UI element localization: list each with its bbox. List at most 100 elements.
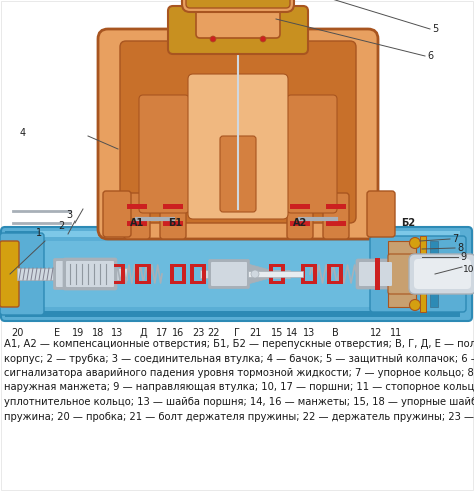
- Text: 10: 10: [463, 265, 474, 273]
- Bar: [163, 221, 183, 226]
- Bar: [202, 264, 206, 284]
- Bar: [121, 264, 125, 284]
- FancyBboxPatch shape: [56, 261, 76, 287]
- Text: уплотнительное кольцо; 13 — шайба поршня; 14, 16 — манжеты; 15, 18 — упорные шай: уплотнительное кольцо; 13 — шайба поршня…: [4, 397, 474, 407]
- Bar: [109, 264, 113, 284]
- Text: 6: 6: [427, 51, 433, 61]
- Text: 19: 19: [72, 328, 84, 338]
- Text: 20: 20: [11, 328, 23, 338]
- Text: 13: 13: [303, 328, 315, 338]
- Bar: [375, 258, 380, 290]
- Bar: [173, 12, 181, 16]
- FancyBboxPatch shape: [98, 29, 378, 239]
- Bar: [173, 26, 181, 30]
- Bar: [301, 264, 305, 284]
- Bar: [339, 264, 343, 284]
- FancyBboxPatch shape: [160, 193, 186, 239]
- Text: 8: 8: [457, 243, 463, 253]
- Bar: [5, 231, 40, 317]
- Bar: [135, 264, 139, 284]
- FancyBboxPatch shape: [359, 262, 392, 286]
- Bar: [229, 264, 245, 267]
- Text: 21: 21: [249, 328, 261, 338]
- Circle shape: [410, 238, 420, 248]
- Bar: [173, 40, 181, 44]
- Bar: [290, 204, 310, 209]
- Bar: [170, 264, 174, 284]
- Text: 13: 13: [111, 328, 123, 338]
- Bar: [281, 264, 285, 284]
- Bar: [182, 264, 186, 284]
- FancyBboxPatch shape: [0, 233, 44, 315]
- Bar: [170, 281, 186, 284]
- Bar: [173, 19, 181, 23]
- Text: сигнализатора аварийного падения уровня тормозной жидкости; 7 — упорное кольцо; : сигнализатора аварийного падения уровня …: [4, 368, 474, 378]
- Bar: [109, 281, 125, 284]
- Circle shape: [260, 36, 266, 42]
- Text: 14: 14: [286, 328, 298, 338]
- Text: 23: 23: [192, 328, 204, 338]
- Text: 17: 17: [156, 328, 168, 338]
- Text: 1: 1: [36, 228, 42, 238]
- FancyBboxPatch shape: [186, 0, 290, 8]
- Bar: [327, 281, 343, 284]
- Bar: [326, 221, 346, 226]
- FancyBboxPatch shape: [103, 191, 131, 237]
- Bar: [283, 33, 291, 37]
- Bar: [170, 264, 186, 267]
- Bar: [283, 26, 291, 30]
- Bar: [135, 281, 151, 284]
- Bar: [190, 264, 206, 267]
- FancyBboxPatch shape: [367, 191, 395, 237]
- Bar: [135, 264, 151, 267]
- FancyBboxPatch shape: [66, 261, 114, 287]
- Bar: [241, 264, 245, 284]
- Bar: [13, 231, 460, 237]
- Bar: [290, 221, 310, 226]
- Bar: [388, 241, 416, 307]
- Bar: [420, 236, 426, 312]
- Text: 7: 7: [452, 234, 458, 244]
- Bar: [301, 264, 317, 267]
- Bar: [200, 270, 290, 278]
- Bar: [109, 264, 125, 267]
- FancyBboxPatch shape: [188, 74, 288, 219]
- Bar: [283, 19, 291, 23]
- Text: Б2: Б2: [401, 218, 415, 228]
- Text: корпус; 2 — трубка; 3 — соединительная втулка; 4 — бачок; 5 — защитный колпачок;: корпус; 2 — трубка; 3 — соединительная в…: [4, 354, 474, 363]
- Bar: [229, 264, 233, 284]
- Bar: [190, 281, 206, 284]
- FancyBboxPatch shape: [388, 254, 422, 294]
- Bar: [269, 264, 273, 284]
- FancyBboxPatch shape: [287, 193, 313, 239]
- Text: 18: 18: [92, 328, 104, 338]
- Text: А2: А2: [293, 218, 307, 228]
- Text: А1, А2 — компенсационные отверстия; Б1, Б2 — перепускные отверстия; В, Г, Д, Е —: А1, А2 — компенсационные отверстия; Б1, …: [4, 339, 474, 349]
- FancyBboxPatch shape: [168, 6, 308, 54]
- Bar: [269, 264, 285, 267]
- FancyBboxPatch shape: [209, 260, 249, 289]
- Bar: [190, 264, 194, 284]
- FancyBboxPatch shape: [182, 0, 294, 12]
- FancyBboxPatch shape: [370, 236, 466, 312]
- Bar: [163, 204, 183, 209]
- FancyBboxPatch shape: [63, 258, 117, 290]
- Text: 2: 2: [59, 221, 65, 231]
- FancyBboxPatch shape: [356, 259, 395, 289]
- Circle shape: [251, 270, 259, 278]
- Bar: [35, 241, 398, 307]
- Text: 4: 4: [20, 128, 26, 138]
- FancyBboxPatch shape: [124, 193, 150, 239]
- Bar: [327, 264, 343, 267]
- FancyBboxPatch shape: [54, 258, 79, 290]
- Bar: [430, 241, 438, 307]
- FancyBboxPatch shape: [120, 41, 356, 223]
- Bar: [301, 281, 317, 284]
- Text: В: В: [332, 328, 338, 338]
- FancyBboxPatch shape: [0, 241, 19, 307]
- Bar: [283, 40, 291, 44]
- Bar: [173, 33, 181, 37]
- Text: 9: 9: [460, 252, 466, 262]
- Text: 5: 5: [432, 24, 438, 34]
- Text: Д: Д: [139, 328, 147, 338]
